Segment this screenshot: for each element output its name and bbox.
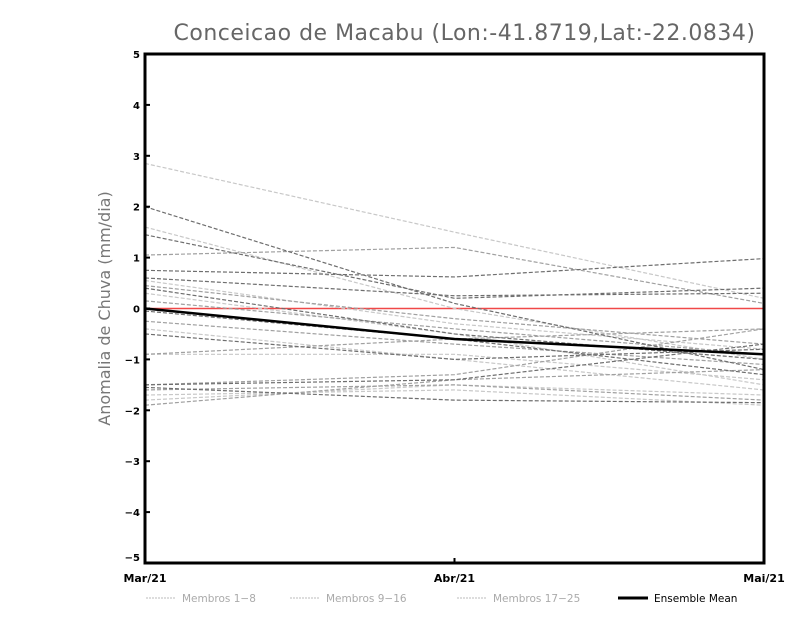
y-tick-label: 3 bbox=[133, 152, 140, 163]
member-line-g2-7 bbox=[144, 384, 765, 401]
x-tick-label: Abr/21 bbox=[434, 572, 475, 585]
y-tick-label: −4 bbox=[125, 508, 140, 519]
y-tick-label: 2 bbox=[133, 203, 140, 214]
legend-label: Ensemble Mean bbox=[654, 593, 737, 605]
y-tick-label: 0 bbox=[133, 305, 140, 316]
member-line-g3-8 bbox=[144, 343, 765, 386]
legend-label: Membros 9−16 bbox=[326, 593, 407, 605]
member-line-g2-2 bbox=[144, 284, 765, 345]
member-line-g3-9 bbox=[144, 386, 765, 404]
member-line-g2-4 bbox=[144, 320, 765, 366]
member-line-g3-2 bbox=[144, 234, 765, 299]
y-tick-label: −5 bbox=[125, 553, 140, 564]
y-tick-label: −1 bbox=[125, 355, 140, 366]
member-line-g3-3 bbox=[144, 258, 765, 278]
member-line-g1-7 bbox=[144, 389, 765, 406]
member-line-g3-1 bbox=[144, 206, 765, 371]
member-line-g3-6 bbox=[144, 310, 765, 376]
member-line-g3-4 bbox=[144, 277, 765, 297]
x-tick-label: Mar/21 bbox=[123, 572, 166, 585]
ensemble-mean-line bbox=[144, 307, 765, 356]
member-line-g1-6 bbox=[145, 353, 765, 381]
member-line-g2-6 bbox=[144, 328, 765, 386]
member-line-g3-7 bbox=[144, 333, 765, 361]
legend-label: Membros 17−25 bbox=[493, 593, 580, 605]
member-line-g2-1 bbox=[144, 246, 765, 305]
member-line-g3-5 bbox=[144, 287, 765, 360]
legend-label: Membros 1−8 bbox=[182, 593, 256, 605]
member-line-g1-3 bbox=[144, 279, 765, 350]
member-line-g2-8 bbox=[144, 368, 765, 406]
member-line-g1-1 bbox=[144, 162, 765, 299]
y-tick-label: 5 bbox=[133, 50, 140, 61]
y-tick-label: −2 bbox=[125, 406, 140, 417]
member-line-g1-2 bbox=[144, 226, 765, 360]
chart-title: Conceicao de Macabu (Lon:-41.8719,Lat:-2… bbox=[174, 21, 756, 46]
y-tick-label: 1 bbox=[133, 254, 140, 265]
y-axis-label: Anomalia de Chuva (mm/dia) bbox=[95, 191, 114, 425]
y-tick-label: −3 bbox=[125, 457, 140, 468]
member-line-g2-3 bbox=[144, 300, 765, 355]
x-tick-label: Mai/21 bbox=[743, 572, 784, 585]
y-tick-label: 4 bbox=[133, 101, 140, 112]
member-line-g1-5 bbox=[144, 328, 765, 391]
